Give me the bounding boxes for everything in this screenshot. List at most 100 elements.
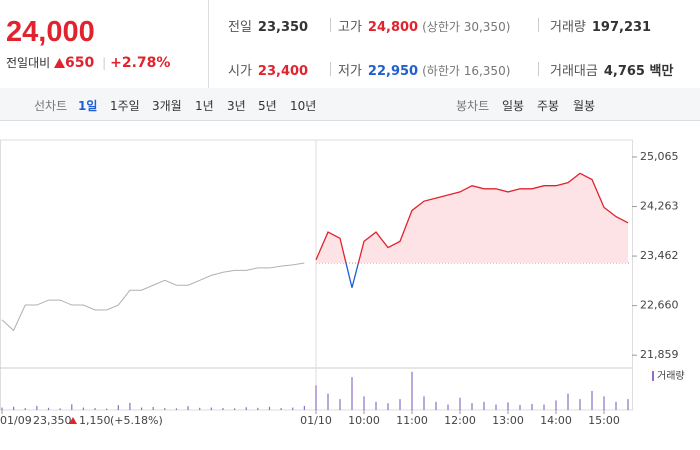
- x-tick-label: 12:00: [444, 414, 476, 427]
- change-label: 전일대비: [6, 56, 51, 70]
- tab[interactable]: 3년: [227, 99, 246, 113]
- volume-bar: [435, 401, 437, 410]
- volume-bar: [106, 408, 108, 410]
- volume-bar: [268, 406, 271, 410]
- volume-bar: [257, 407, 259, 410]
- tab[interactable]: 일봉: [502, 99, 525, 113]
- x-tick-label: 11:00: [396, 414, 428, 427]
- volume-bar: [36, 405, 38, 410]
- current-price: 24,000: [6, 16, 95, 48]
- tab[interactable]: 1주일: [110, 99, 140, 113]
- y-tick-label: 25,065: [640, 150, 679, 163]
- prev-change: 1,150: [79, 414, 111, 427]
- change-value: 650: [65, 55, 95, 71]
- volume-bar: [411, 371, 413, 410]
- prev-close: 23,350: [33, 414, 72, 427]
- value: 197,231: [591, 20, 652, 35]
- x-tick-label: 13:00: [492, 414, 524, 427]
- volume-bar: [129, 402, 131, 410]
- tab-group-label: 선차트: [34, 99, 68, 113]
- volume-bar: [519, 405, 521, 410]
- volume-bar: [555, 400, 557, 410]
- legend-swatch: [652, 371, 654, 381]
- note: (하한가 16,350): [422, 64, 511, 78]
- volume-bar: [543, 404, 545, 410]
- volume-bar: [375, 401, 377, 410]
- prev-change-pct: (+5.18%): [110, 414, 163, 427]
- volume-bar: [13, 406, 15, 410]
- volume-bar: [24, 408, 26, 410]
- volume-bar: [152, 406, 154, 410]
- x-tick-label: 01/10: [300, 414, 332, 427]
- tab[interactable]: 1일: [78, 99, 98, 113]
- volume-bar: [495, 404, 497, 410]
- quote-header: 24,000 전일대비 650 | +2.78% 전일 23,350 고가 24,80…: [0, 0, 700, 89]
- legend-label: 거래량: [657, 370, 685, 382]
- tab[interactable]: 월봉: [573, 99, 596, 113]
- change-pct: +2.78%: [110, 55, 171, 71]
- volume-bar: [627, 399, 629, 410]
- volume-bar: [140, 407, 143, 410]
- volume-bar: [175, 408, 178, 410]
- tab[interactable]: 10년: [290, 99, 317, 113]
- label: 저가: [338, 64, 362, 79]
- change: 전일대비 650 | +2.78%: [6, 55, 171, 71]
- volume-bar: [399, 399, 401, 410]
- volume-bar: [222, 408, 224, 410]
- volume-bar: [94, 408, 96, 410]
- volume-bar: [459, 397, 461, 410]
- tab[interactable]: 3개월: [152, 99, 182, 113]
- volume-bar: [117, 405, 119, 410]
- x-tick-label: 14:00: [540, 414, 572, 427]
- volume-bar: [210, 407, 212, 410]
- volume-bar: [351, 377, 353, 410]
- price-line: [1, 262, 305, 332]
- up-arrow: [69, 417, 77, 424]
- info-prev: 전일 23,350: [228, 16, 308, 35]
- volume-bar: [245, 407, 247, 410]
- volume-bar: [199, 407, 201, 410]
- volume-bar: [1, 407, 3, 410]
- volume-bar: [603, 396, 605, 410]
- volume-bar: [327, 393, 329, 410]
- volume-bar: [387, 403, 389, 410]
- volume-bar: [531, 403, 533, 410]
- label: 거래대금: [550, 64, 598, 79]
- volume-bar: [82, 407, 85, 410]
- volume-bar: [339, 399, 341, 410]
- volume-bar: [447, 404, 449, 410]
- chart: 21,859 22,660 23,462 24,263 25,065 거래량 01/09 01…: [0, 139, 685, 427]
- volume-bar: [187, 406, 189, 410]
- volume-bar: [233, 408, 236, 410]
- x-tick-label: 01/09: [0, 414, 32, 427]
- volume-bar: [591, 390, 593, 410]
- tab-group-label: 봉차트: [456, 99, 490, 113]
- label: 거래량: [550, 20, 586, 35]
- y-tick-label: 21,859: [640, 348, 679, 361]
- label: 전일: [228, 20, 252, 35]
- value: 24,800: [367, 20, 419, 35]
- y-tick-label: 24,263: [640, 200, 679, 213]
- tab[interactable]: 주봉: [537, 99, 560, 113]
- volume-bar: [164, 408, 166, 410]
- volume-bar: [315, 385, 317, 410]
- volume-bar: [615, 401, 617, 410]
- x-tick-label: 10:00: [348, 414, 380, 427]
- volume-bar: [280, 408, 282, 410]
- volume-bar: [579, 399, 581, 410]
- price-line: [315, 172, 629, 263]
- y-tick-label: 22,660: [640, 299, 679, 312]
- tab[interactable]: 5년: [258, 99, 277, 113]
- volume-bar: [363, 396, 365, 410]
- y-tick-label: 23,462: [640, 249, 679, 262]
- volume-bar: [71, 404, 73, 410]
- label: 시가: [228, 64, 252, 79]
- volume-bar: [471, 403, 473, 410]
- tab[interactable]: 1년: [195, 99, 214, 113]
- up-arrow: [54, 58, 65, 68]
- info-volume: 거래량 197,231: [550, 16, 651, 35]
- x-tick-label: 15:00: [588, 414, 620, 427]
- volume-bar: [303, 405, 305, 410]
- volume-bar: [59, 408, 61, 410]
- info-low: 저가 22,950 (하한가 16,350): [338, 60, 510, 79]
